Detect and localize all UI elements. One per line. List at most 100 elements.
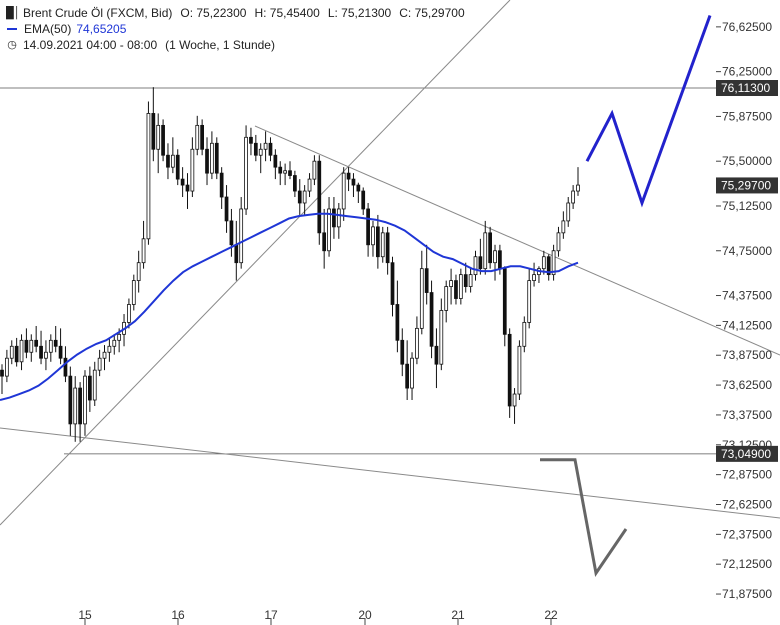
- y-tick-label: 73,37500: [722, 408, 772, 422]
- candle-body: [454, 280, 458, 299]
- candle-body: [415, 327, 419, 359]
- candle-body: [102, 351, 107, 359]
- y-tick-label: 76,62500: [722, 20, 772, 34]
- ohlc-open: O: 75,22300: [180, 6, 247, 20]
- candle-body: [166, 154, 170, 168]
- candle-body: [161, 124, 165, 156]
- candle-body: [14, 345, 19, 363]
- candle-body: [434, 345, 439, 365]
- ema-value: 74,65205: [76, 22, 127, 36]
- candle-body: [336, 208, 341, 228]
- candle-body: [239, 208, 244, 264]
- candle-body: [419, 268, 424, 329]
- candle-body: [156, 124, 161, 150]
- candle-body: [283, 170, 287, 174]
- candle-body: [263, 142, 268, 150]
- candle-body: [83, 375, 87, 425]
- ohlc-low: L: 75,21300: [327, 6, 392, 20]
- date-range: 14.09.2021 04:00 - 08:00: [23, 38, 158, 52]
- y-tick-label: 74,75000: [722, 244, 772, 258]
- candle-body: [541, 256, 546, 270]
- ema-polyline: [0, 212, 579, 401]
- candlestick-icon: █│: [6, 7, 21, 19]
- candle-body: [429, 292, 434, 347]
- candle-body: [576, 184, 580, 192]
- candle-body: [512, 393, 517, 407]
- price-tag-box: [716, 177, 778, 194]
- candle-body: [473, 256, 478, 276]
- candle-body: [195, 124, 200, 150]
- candle-body: [39, 345, 43, 359]
- candle-body: [200, 124, 205, 150]
- candle-body: [400, 339, 405, 365]
- candle-body: [561, 220, 566, 234]
- candle-body: [244, 136, 248, 210]
- candle-body: [424, 268, 429, 293]
- price-tag-box: [716, 445, 778, 462]
- y-tick-label: 72,12500: [722, 557, 772, 571]
- candle-body: [97, 357, 102, 371]
- ema-color-swatch: [7, 28, 17, 30]
- candle-body: [444, 286, 449, 311]
- candle-body: [493, 250, 497, 264]
- candle-body: [571, 190, 575, 204]
- candle-body: [0, 369, 4, 377]
- candle-body: [146, 113, 151, 240]
- candle-body: [556, 232, 561, 252]
- y-tick-label: 75,12500: [722, 199, 772, 213]
- candle-body: [488, 232, 492, 264]
- candle-body: [307, 178, 312, 192]
- candle-body: [175, 154, 180, 180]
- candle-body: [385, 232, 390, 264]
- candle-body: [551, 250, 556, 276]
- support-price-tag: 73,04900: [716, 445, 778, 462]
- candle-body: [34, 339, 39, 347]
- candle-body: [498, 250, 502, 270]
- ema-row: EMA(50) 74,65205: [6, 21, 465, 37]
- chart-legend: █│ Brent Crude Öl (FXCM, Bid) O: 75,2230…: [6, 5, 465, 53]
- period-label: (1 Woche, 1 Stunde): [165, 38, 275, 52]
- candle-body: [214, 142, 219, 174]
- x-tick-label: 21: [451, 608, 465, 622]
- candle-body: [58, 345, 63, 359]
- clock-icon: ◷: [7, 39, 17, 51]
- price-tag-label: 75,29700: [721, 178, 771, 192]
- candle-body: [205, 148, 209, 174]
- candle-body: [366, 208, 370, 246]
- candle-body: [185, 184, 190, 192]
- candle-body: [297, 190, 302, 204]
- candle-body: [88, 375, 92, 401]
- instrument-row: █│ Brent Crude Öl (FXCM, Bid) O: 75,2230…: [6, 5, 465, 21]
- candle-body: [390, 262, 395, 305]
- candle-body: [527, 280, 532, 323]
- candle-body: [458, 274, 463, 299]
- candle-body: [312, 160, 317, 180]
- falling-trendline-upper: [254, 125, 780, 356]
- candle-body: [478, 256, 483, 270]
- candle-body: [44, 351, 48, 359]
- candle-body: [180, 178, 185, 186]
- y-tick-label: 72,62500: [722, 497, 772, 511]
- candle-body: [439, 310, 444, 365]
- x-tick-label: 22: [544, 608, 558, 622]
- candle-body: [566, 202, 571, 222]
- candle-body: [380, 232, 385, 258]
- candle-body: [410, 357, 414, 389]
- candle-body: [234, 244, 239, 264]
- projection-arrows: [540, 14, 712, 577]
- candle-body: [463, 274, 468, 287]
- rising-trendline: [0, 0, 511, 526]
- instrument-name: Brent Crude Öl (FXCM, Bid): [23, 6, 173, 20]
- candle-body: [48, 339, 53, 353]
- candle-body: [190, 148, 195, 192]
- candle-body: [278, 166, 283, 174]
- x-tick-label: 17: [264, 608, 278, 622]
- candle-body: [78, 387, 82, 425]
- candle-body: [546, 256, 551, 276]
- candle-body: [107, 345, 112, 353]
- candle-body: [117, 333, 122, 341]
- candle-body: [73, 387, 78, 425]
- y-tick-label: 72,37500: [722, 527, 772, 541]
- candle-body: [322, 232, 327, 252]
